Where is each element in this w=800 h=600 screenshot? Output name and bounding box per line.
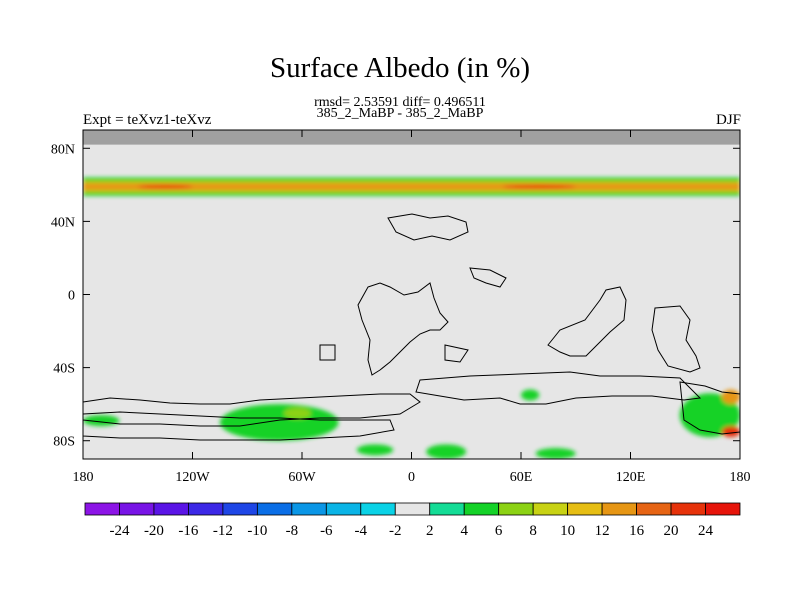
colorbar-box	[636, 502, 672, 516]
coastline-antarctic-1	[83, 393, 421, 427]
colorbar-box	[360, 502, 396, 516]
colorbar-label: 24	[698, 523, 714, 539]
colorbar-label: 16	[629, 523, 645, 539]
x-tick-label: 60E	[510, 470, 533, 485]
coastline-antarctic-2	[83, 411, 395, 441]
field-feature-9	[721, 389, 740, 405]
coastline-asia-south	[469, 267, 507, 288]
colorbar-label: 6	[495, 523, 503, 539]
x-axis: 180 120W 60W 0 60E 120E 180	[73, 130, 751, 485]
x-tick-label: 120W	[175, 470, 210, 485]
field-feature-12	[426, 444, 467, 459]
coastline-sea	[651, 305, 701, 373]
colorbar-label: -2	[389, 523, 402, 539]
colorbar-box	[670, 502, 706, 516]
colorbar-label: 2	[426, 523, 434, 539]
colorbar-box	[84, 502, 120, 516]
colorbar-box	[256, 502, 293, 516]
field-feature-14	[521, 389, 540, 401]
coastline-madagascar	[319, 344, 336, 361]
field-feature-4	[502, 184, 576, 189]
y-tick-label: 40S	[53, 362, 75, 377]
colorbar-box	[429, 502, 465, 516]
chart-subtitle: rmsd= 2.53591 diff= 0.496511	[314, 95, 486, 110]
colorbar-box	[119, 502, 155, 516]
x-tick-label: 180	[73, 470, 94, 485]
field-feature-2	[83, 183, 740, 191]
colorbar-label: 8	[529, 523, 537, 539]
colorbar-label: -4	[355, 523, 368, 539]
y-tick-label: 40N	[51, 215, 75, 230]
x-tick-label: 0	[408, 470, 415, 485]
x-tick-label: 60W	[288, 470, 316, 485]
field-feature-6	[219, 404, 339, 441]
colorbar-box	[463, 502, 500, 516]
colorbar-label: 10	[560, 523, 575, 539]
field-feature-8	[679, 393, 740, 438]
colorbar-label: 20	[664, 523, 679, 539]
y-tick-label: 80N	[51, 142, 75, 157]
y-tick-label: 0	[68, 289, 75, 304]
x-tick-label: 180	[730, 470, 751, 485]
coastline-africa	[357, 282, 449, 376]
colorbar-box	[153, 502, 189, 516]
field-feature-13	[535, 448, 576, 459]
colorbar-box	[325, 502, 362, 516]
season-label: DJF	[715, 112, 741, 128]
chart-title: Surface Albedo (in %)	[269, 52, 531, 84]
colorbar-label: -10	[247, 523, 267, 539]
x-tick-label: 120E	[616, 470, 646, 485]
coastline-asia-north	[387, 213, 469, 241]
colorbar-box	[291, 502, 327, 516]
colorbar-label: -8	[286, 523, 299, 539]
y-tick-label: 80S	[53, 435, 75, 450]
colorbar-label: -6	[320, 523, 333, 539]
colorbar-label: -16	[178, 523, 198, 539]
field-feature-11	[356, 444, 394, 456]
colorbar-box	[601, 502, 637, 516]
colorbar-box	[394, 502, 431, 516]
coastline-ocean-south	[415, 371, 702, 405]
missing-band	[83, 130, 740, 145]
field-feature-3	[137, 184, 193, 189]
colorbar-box	[498, 502, 534, 516]
field-feature-7	[283, 407, 312, 419]
colorbar-label: -20	[144, 523, 164, 539]
colorbar-box	[188, 502, 224, 516]
colorbar-label: 12	[595, 523, 610, 539]
coastline-australia	[547, 286, 627, 357]
colorbar-label: 4	[460, 523, 468, 539]
case-label: 385_2_MaBP - 385_2_MaBP	[316, 106, 484, 121]
colorbar-box	[222, 502, 258, 516]
colorbar-label: -24	[109, 523, 129, 539]
colorbar-box	[567, 502, 603, 516]
coastlines	[83, 213, 740, 441]
colorbar-label: -12	[213, 523, 233, 539]
colorbar-box	[532, 502, 569, 516]
coastline-antarctic-east	[679, 381, 740, 435]
experiment-label: Expt = teXvz1-teXvz	[83, 112, 212, 128]
y-axis: 80N 40N 0 40S 80S	[51, 142, 740, 450]
colorbar: -24 -20 -16 -12 -10 -8 -6 -4 -2 2 4 6 8 10 12 16 20 24	[84, 502, 741, 539]
field-feature-10	[721, 426, 740, 438]
coastline-arabia	[444, 344, 469, 363]
colorbar-box	[705, 502, 741, 516]
